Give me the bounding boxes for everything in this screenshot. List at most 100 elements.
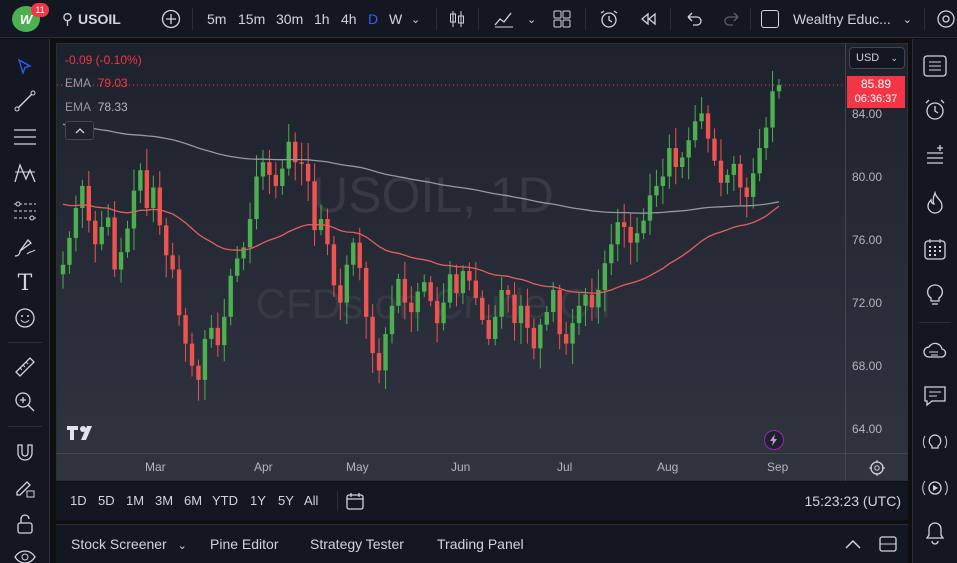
trendline-tool[interactable]	[13, 89, 37, 113]
bar-countdown: 06:36:37	[854, 93, 898, 105]
candle-body	[518, 305, 524, 324]
layout-button[interactable]	[552, 0, 572, 38]
candle-body	[280, 168, 285, 186]
candle-body	[351, 242, 356, 265]
interval-d-button[interactable]: D	[368, 11, 379, 27]
zoom-tool[interactable]	[13, 390, 37, 414]
price-tick-label: 80.00	[852, 170, 883, 185]
candles-icon	[450, 11, 464, 27]
brush-tool[interactable]	[13, 235, 37, 259]
replay-button[interactable]	[638, 0, 658, 38]
account-select[interactable]: Wealthy Educ... ⌄	[761, 0, 912, 38]
chart-settings-button[interactable]	[845, 453, 908, 481]
utc-clock[interactable]: 15:23:23 (UTC)	[804, 493, 901, 509]
watchlist-icon	[923, 55, 947, 77]
ema-fast-legend[interactable]: EMA 79.03	[65, 76, 128, 90]
currency-select[interactable]: USD ⌄	[849, 47, 905, 69]
lock-tool[interactable]	[13, 512, 37, 536]
magnet-tool[interactable]	[13, 440, 37, 464]
ideas-button[interactable]	[922, 282, 948, 308]
emoji-tool[interactable]	[13, 306, 37, 330]
interval-1h-button[interactable]: 1h	[314, 11, 330, 27]
candle-body	[757, 148, 762, 174]
interval-dropdown-chevron-icon[interactable]: ⌄	[411, 13, 421, 26]
candle-body	[673, 148, 678, 167]
more-settings-button[interactable]	[933, 0, 955, 38]
interval-30m-button[interactable]: 30m	[276, 11, 304, 27]
event-marker[interactable]	[764, 430, 784, 450]
alert-button[interactable]	[598, 0, 620, 38]
candles-chart-type-button[interactable]	[447, 0, 467, 38]
candle-body	[164, 225, 169, 256]
ideas-stream-button[interactable]	[922, 429, 948, 455]
zoom-in-icon	[15, 392, 35, 412]
alerts-button[interactable]	[922, 97, 948, 123]
price-scale[interactable]: USD ⌄ 84.00 80.00 76.00 72.00 68.00 64.00 85.…	[845, 43, 908, 453]
draw-mode-tool[interactable]	[13, 476, 37, 500]
measure-tool[interactable]	[13, 355, 37, 379]
candle-body	[531, 327, 537, 349]
broadcast-button[interactable]	[922, 475, 948, 501]
collapse-legend-button[interactable]	[65, 121, 94, 140]
candle-body	[551, 290, 556, 313]
fib-tool[interactable]	[13, 199, 37, 223]
candle-body	[67, 237, 72, 265]
symbol-search[interactable]: ⚲ USOIL	[62, 0, 121, 38]
account-chevron-down-icon: ⌄	[902, 13, 913, 26]
interval-w-button[interactable]: W	[389, 11, 403, 27]
time-scale[interactable]: Mar Apr May Jun Jul Aug Sep	[56, 453, 845, 481]
watermark-symbol: USOIL, 1D	[312, 167, 554, 223]
indicators-button[interactable]	[493, 0, 515, 38]
candle-body	[570, 323, 575, 344]
candle-body	[544, 312, 549, 325]
range-3m-button[interactable]: 3M	[155, 493, 174, 508]
tab-stock-screener[interactable]: Stock Screener ⌄	[71, 536, 187, 552]
range-5y-button[interactable]: 5Y	[278, 493, 294, 508]
redo-button[interactable]	[722, 0, 742, 38]
notifications-button[interactable]	[922, 520, 948, 546]
range-1d-button[interactable]: 1D	[70, 493, 87, 508]
streams-button[interactable]	[922, 337, 948, 363]
goto-date-button[interactable]	[345, 491, 365, 516]
cursor-tool[interactable]	[13, 55, 37, 79]
flame-icon	[927, 191, 943, 214]
chats-button[interactable]	[922, 383, 948, 409]
chart-pane[interactable]: USOIL, 1D CFDs on Crude Oil -0.09 (-0.10…	[56, 43, 908, 481]
panel-expand-button[interactable]	[843, 536, 863, 557]
horizontal-lines-tool[interactable]	[13, 125, 37, 149]
range-ytd-button[interactable]: YTD	[212, 493, 238, 508]
candle-body	[621, 222, 627, 227]
panel-maximize-button[interactable]	[878, 535, 898, 558]
text-tool[interactable]: T	[13, 271, 37, 296]
range-5d-button[interactable]: 5D	[98, 493, 115, 508]
hotlists-button[interactable]	[922, 190, 948, 216]
compare-add-button[interactable]	[161, 0, 181, 38]
interval-4h-button[interactable]: 4h	[341, 11, 357, 27]
tab-pine-editor[interactable]: Pine Editor	[210, 536, 279, 552]
layout-grid-icon	[553, 10, 571, 28]
range-6m-button[interactable]: 6M	[184, 493, 203, 508]
undo-button[interactable]	[684, 0, 704, 38]
tab-strategy-tester[interactable]: Strategy Tester	[310, 536, 404, 552]
indicators-dropdown-chevron-icon[interactable]: ⌄	[527, 13, 537, 26]
calendar-button[interactable]	[922, 236, 948, 262]
time-tick-label: Sep	[767, 460, 789, 474]
range-all-button[interactable]: All	[304, 493, 319, 508]
last-price-value: 85.89	[860, 77, 892, 91]
range-1m-button[interactable]: 1M	[126, 493, 145, 508]
object-tree-button[interactable]	[922, 143, 948, 169]
visibility-tool[interactable]	[13, 545, 37, 563]
search-icon: ⚲	[62, 11, 73, 28]
interval-15m-button[interactable]: 15m	[238, 11, 266, 27]
tradingview-logo[interactable]	[66, 424, 100, 447]
time-tick-label: Mar	[145, 460, 166, 474]
range-1y-button[interactable]: 1Y	[250, 493, 266, 508]
tab-trading-panel[interactable]: Trading Panel	[437, 536, 524, 552]
watchlist-button[interactable]	[922, 53, 948, 79]
ema-fast-label: EMA	[65, 76, 91, 90]
candle-body	[305, 163, 311, 182]
interval-5m-button[interactable]: 5m	[207, 11, 227, 27]
ema-slow-legend[interactable]: EMA 78.33	[65, 100, 128, 114]
pattern-tool[interactable]	[13, 161, 37, 185]
bell-icon	[925, 522, 945, 545]
